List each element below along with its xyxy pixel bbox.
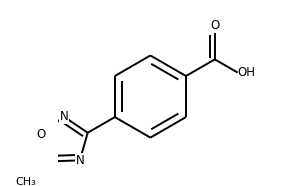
Text: OH: OH xyxy=(238,66,256,79)
Text: N: N xyxy=(75,154,84,167)
Text: CH₃: CH₃ xyxy=(15,177,36,186)
Text: N: N xyxy=(60,110,68,123)
Text: O: O xyxy=(37,128,46,141)
Text: O: O xyxy=(210,19,219,32)
